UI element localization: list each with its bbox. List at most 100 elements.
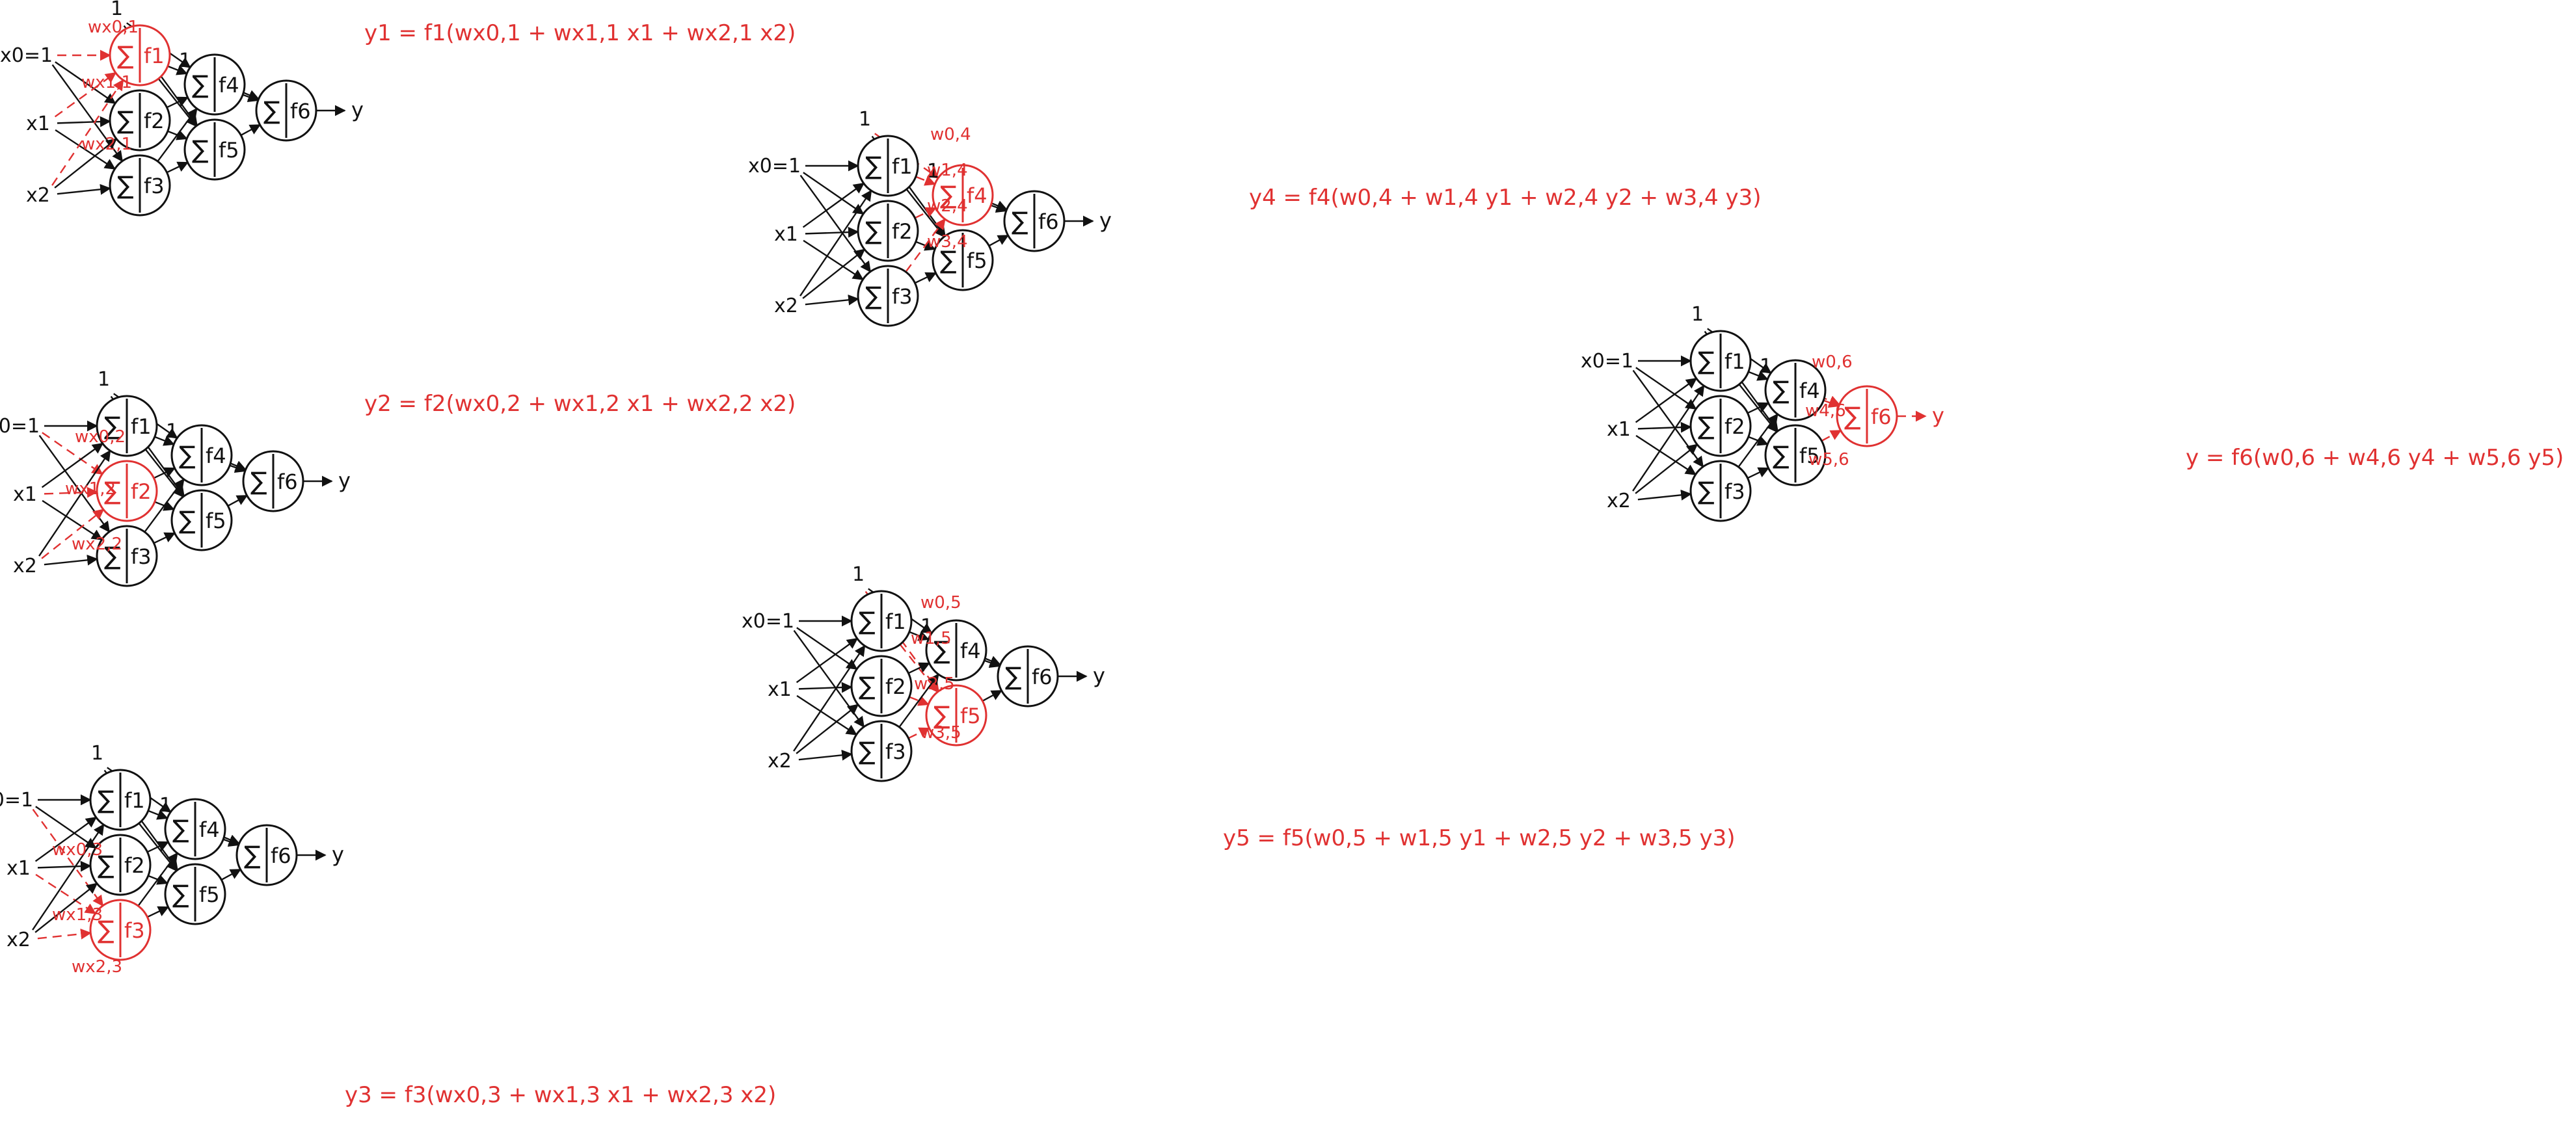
edge-x2-n1 bbox=[32, 823, 105, 931]
panel-p4: y4 = f4(w0,4 + w1,4 y1 + w2,4 y2 + w3,4 … bbox=[748, 108, 1762, 327]
edge-x1-n2 bbox=[57, 116, 111, 127]
neuron-f5: ∑ f5 bbox=[925, 684, 987, 747]
input-label-x0: x0=1 bbox=[1581, 350, 1633, 373]
input-label-x2: x2 bbox=[7, 929, 31, 951]
edge-x2-n3 bbox=[798, 749, 853, 761]
sum-symbol-icon: ∑ bbox=[865, 217, 882, 245]
sum-symbol-icon: ∑ bbox=[98, 916, 114, 944]
edge-x2-n1 bbox=[793, 644, 866, 752]
edge-n5-n6 bbox=[227, 494, 248, 507]
activation-label: f2 bbox=[885, 674, 906, 699]
weight-label: wx1,2 bbox=[65, 479, 116, 499]
edge-x2-n3 bbox=[44, 554, 98, 566]
sum-symbol-icon: ∑ bbox=[192, 135, 209, 164]
edge-n2-n4 bbox=[166, 96, 189, 109]
neuron-f5: ∑ f5 bbox=[170, 489, 233, 551]
equation-p4: y4 = f4(w0,4 + w1,4 y1 + w2,4 y2 + w3,4 … bbox=[1249, 185, 1762, 211]
activation-label: f5 bbox=[960, 704, 981, 728]
activation-label: f1 bbox=[1724, 349, 1745, 374]
output-label-y: y bbox=[351, 98, 364, 122]
output-label-y: y bbox=[338, 468, 351, 493]
edge-x0-n2 bbox=[1635, 367, 1697, 410]
neuron-f1: ∑ f1 bbox=[109, 24, 171, 86]
sum-symbol-icon: ∑ bbox=[859, 672, 876, 700]
neuron-f4: ∑ f4 bbox=[932, 164, 994, 226]
edge-x0-n2 bbox=[42, 432, 103, 475]
edge-x2-n3 bbox=[37, 928, 92, 940]
edge-n5-n6 bbox=[988, 234, 1010, 247]
neuron-f1: ∑ f1 bbox=[1689, 330, 1752, 392]
edge-n1-n4 bbox=[148, 809, 168, 820]
sum-symbol-icon: ∑ bbox=[1698, 477, 1715, 505]
edge-x0-n3 bbox=[32, 808, 103, 907]
network-p1: ∑ f1 ∑ f2 ∑ f3 ∑ f4 ∑ f5 ∑ f6 x0=1 x1 x2 1 1 y wx0,1 wx1,1 w… bbox=[0, 0, 364, 217]
activation-label: f5 bbox=[967, 248, 987, 273]
bias-label-output: 1 bbox=[920, 615, 933, 638]
network-p5: ∑ f1 ∑ f2 ∑ f3 ∑ f4 ∑ f5 ∑ f6 x0=1 x1 x2 1 1 y w0,5 w1,5 w2,… bbox=[742, 563, 1105, 782]
edge-x2-n1 bbox=[799, 189, 872, 297]
activation-label: f3 bbox=[124, 918, 145, 943]
neuron-f1: ∑ f1 bbox=[96, 395, 158, 457]
bias-label-hidden: 1 bbox=[111, 0, 123, 20]
sum-symbol-icon: ∑ bbox=[104, 477, 121, 505]
neuron-f6: ∑ f6 bbox=[255, 79, 317, 142]
activation-label: f5 bbox=[206, 509, 226, 533]
edge-n5-n6 bbox=[982, 689, 1003, 702]
neuron-f5: ∑ f5 bbox=[932, 229, 994, 291]
weight-label: w1,4 bbox=[927, 161, 968, 180]
weight-label: w0,5 bbox=[920, 593, 961, 613]
bias-label-hidden: 1 bbox=[1691, 303, 1704, 326]
input-label-x0: x0=1 bbox=[0, 44, 53, 67]
edge-n3-n4 bbox=[905, 218, 946, 272]
bias-label-hidden: 1 bbox=[859, 108, 871, 131]
sum-symbol-icon: ∑ bbox=[865, 152, 882, 180]
edge-n3-n4 bbox=[157, 107, 198, 162]
equation-p6: y = f6(w0,6 + w4,6 y4 + w5,6 y5) bbox=[2186, 445, 2564, 471]
input-label-x2: x2 bbox=[13, 555, 37, 577]
panel-p3: y3 = f3(wx0,3 + wx1,3 x1 + wx2,3 x2) ∑ f1… bbox=[0, 742, 776, 1108]
activation-label: f3 bbox=[144, 174, 165, 198]
edge-x1-n2 bbox=[44, 486, 98, 498]
input-label-x1: x1 bbox=[1607, 418, 1631, 441]
neuron-f1: ∑ f1 bbox=[89, 769, 152, 831]
sum-symbol-icon: ∑ bbox=[859, 607, 876, 635]
panel-p1: y1 = f1(wx0,1 + wx1,1 x1 + wx2,1 x2) ∑ f1… bbox=[0, 0, 796, 217]
edge-x2-n2 bbox=[802, 248, 866, 299]
edge-x0-n2 bbox=[55, 61, 116, 104]
edge-n4-n6 bbox=[242, 92, 260, 103]
neuron-f3: ∑ f3 bbox=[89, 899, 152, 961]
weight-label: w2,4 bbox=[927, 196, 968, 216]
input-label-x0: x0=1 bbox=[0, 789, 33, 812]
neuron-f6: ∑ f6 bbox=[1003, 190, 1066, 252]
edge-n4-n6 bbox=[1823, 397, 1840, 408]
bias-label-output: 1 bbox=[159, 794, 172, 817]
equation-p3: y3 = f3(wx0,3 + wx1,3 x1 + wx2,3 x2) bbox=[345, 1082, 776, 1108]
edge-n5-n6 bbox=[221, 868, 242, 881]
neuron-f4: ∑ f4 bbox=[183, 53, 246, 116]
bias-label-output: 1 bbox=[927, 160, 939, 183]
weight-label: w5,6 bbox=[1808, 450, 1849, 470]
network-p2: ∑ f1 ∑ f2 ∑ f3 ∑ f4 ∑ f5 ∑ f6 x0=1 x1 x2 1 1 y wx0,2 wx1,2 w… bbox=[0, 368, 351, 587]
activation-label: f3 bbox=[131, 544, 152, 569]
sum-symbol-icon: ∑ bbox=[117, 106, 134, 135]
activation-label: f5 bbox=[199, 882, 220, 907]
bias-label-output: 1 bbox=[1760, 355, 1772, 378]
sum-symbol-icon: ∑ bbox=[940, 246, 957, 274]
neuron-f5: ∑ f5 bbox=[183, 118, 246, 181]
edge-n3-n5 bbox=[146, 906, 170, 918]
weight-label: w2,5 bbox=[914, 674, 955, 694]
activation-label: f6 bbox=[1038, 209, 1059, 234]
edge-x1-n1 bbox=[41, 442, 104, 488]
weight-label: wx1,3 bbox=[52, 905, 103, 925]
edge-x2-n2 bbox=[34, 882, 98, 933]
bias-label-hidden: 1 bbox=[98, 368, 110, 391]
input-label-x2: x2 bbox=[26, 184, 50, 207]
edge-x0-n2 bbox=[803, 172, 865, 215]
weight-label: wx0,3 bbox=[52, 840, 103, 860]
neuron-f5: ∑ f5 bbox=[164, 863, 226, 925]
activation-label: f3 bbox=[892, 284, 913, 309]
sum-symbol-icon: ∑ bbox=[98, 786, 114, 814]
sum-symbol-icon: ∑ bbox=[117, 41, 134, 70]
edge-n3-n5 bbox=[166, 161, 189, 174]
activation-label: f6 bbox=[290, 99, 311, 124]
